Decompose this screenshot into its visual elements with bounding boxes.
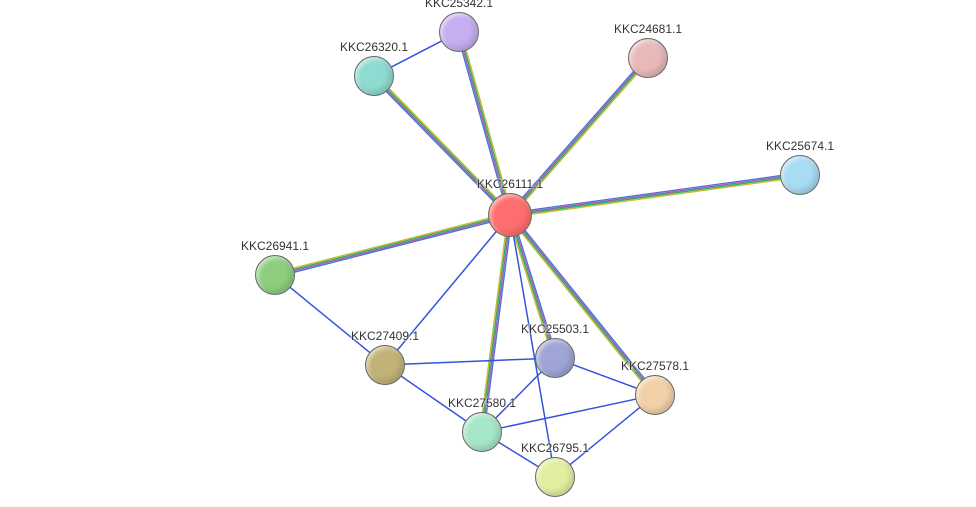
edge-line — [392, 41, 441, 67]
edge-line — [524, 73, 634, 198]
node-KKC26320-1[interactable] — [354, 56, 394, 96]
edge-line — [485, 237, 508, 412]
edge-line — [516, 236, 548, 339]
node-KKC25342-1[interactable] — [439, 12, 479, 52]
edge-line — [466, 51, 506, 194]
node-KKC27580-1[interactable] — [462, 412, 502, 452]
edge-line — [502, 399, 636, 428]
edge-line — [574, 365, 636, 388]
edge-line — [532, 176, 780, 210]
node-KKC27578-1[interactable] — [635, 375, 675, 415]
network-graph: KKC26111.1KKC25342.1KKC26320.1KKC24681.1… — [0, 0, 976, 507]
edge-line — [295, 222, 489, 272]
edge-line — [523, 72, 633, 197]
edge-line — [487, 237, 510, 412]
node-KKC27409-1[interactable] — [365, 345, 405, 385]
node-KKC26941-1[interactable] — [255, 255, 295, 295]
edge-line — [482, 237, 505, 412]
edge-line — [405, 359, 535, 364]
edge-line — [401, 376, 465, 420]
edge-line — [386, 92, 493, 201]
edge-line — [532, 177, 780, 211]
edge-line — [294, 220, 488, 270]
node-KKC25503-1[interactable] — [535, 338, 575, 378]
edge-line — [294, 218, 488, 268]
edge-line — [496, 372, 541, 418]
edge-line — [295, 221, 489, 271]
edge-line — [532, 180, 780, 214]
node-KKC25674-1[interactable] — [780, 155, 820, 195]
node-KKC26111-1[interactable] — [488, 193, 532, 237]
edge-line — [398, 232, 496, 350]
edge-line — [526, 74, 636, 199]
edge-line — [570, 408, 639, 465]
edge-line — [519, 235, 551, 338]
edge-line — [484, 237, 507, 412]
node-KKC26795-1[interactable] — [535, 457, 575, 497]
edge-line — [499, 442, 538, 466]
edge-line — [532, 178, 780, 212]
edge-line — [290, 288, 369, 353]
edge-line — [525, 73, 635, 198]
node-KKC24681-1[interactable] — [628, 38, 668, 78]
